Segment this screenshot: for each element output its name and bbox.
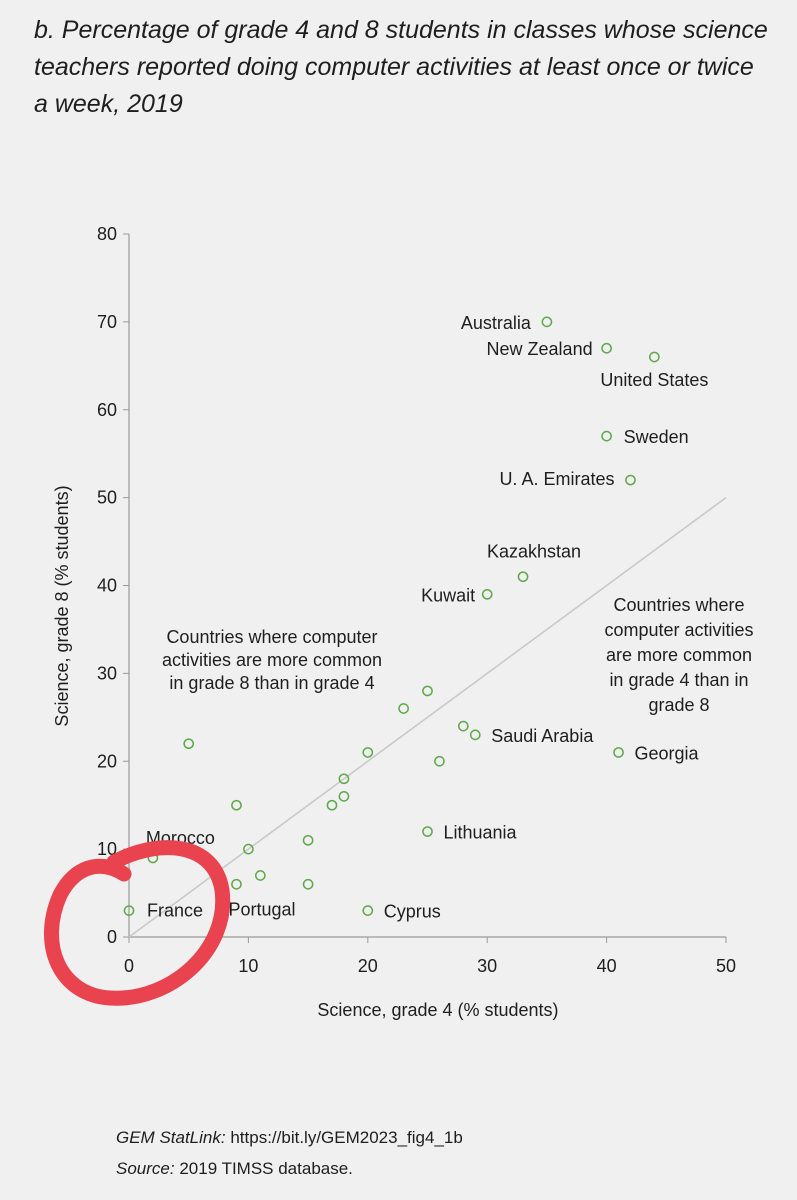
point-label: United States [600,370,708,390]
data-point [398,703,409,714]
reference-line [128,496,727,938]
x-tick-label: 10 [238,956,258,976]
annotation-line: in grade 4 than in [609,670,748,690]
y-axis-label: Science, grade 8 (% students) [52,485,72,726]
data-point [541,316,553,328]
data-point [422,826,433,837]
y-tick-label: 50 [97,488,117,508]
data-point [123,905,135,916]
annotation-line: in grade 8 than in grade 4 [169,673,374,693]
point-label: Kuwait [421,585,475,605]
point-label: Sweden [624,427,689,447]
y-tick-label: 60 [97,400,117,420]
data-point [601,430,612,442]
source-line: Source: 2019 TIMSS database. [116,1153,463,1184]
highlight-circle-group [44,840,231,1006]
data-point [649,351,660,363]
reference-line-group [128,496,727,938]
data-point [601,342,612,354]
point-label: U. A. Emirates [499,469,614,489]
annotation-line: grade 8 [648,695,709,715]
data-point [302,878,314,890]
point-label: Kazakhstan [487,542,581,562]
x-tick-label: 40 [597,956,617,976]
point-label: France [147,901,203,921]
data-point [362,905,374,916]
point-label: Australia [461,313,532,333]
highlight-circle [44,840,231,1006]
chart-title: b. Percentage of grade 4 and 8 students … [34,16,768,118]
annotation-upper-left-note: Countries where computer activities are m… [162,627,382,693]
y-tick-label: 20 [97,751,117,771]
y-tick-label: 10 [97,839,117,859]
source-label: Source: [116,1159,175,1178]
point-label: Cyprus [384,902,441,922]
annotations: Countries where computer activities are m… [162,595,754,715]
x-tick-label: 30 [477,956,497,976]
data-point [302,834,314,846]
scatter-chart: 0 10 20 30 40 50 0 10 20 30 40 50 60 70 80 Australia Ne… [44,224,754,1020]
data-point [231,799,242,811]
annotation-line: activities are more common [162,650,382,670]
data-points [123,316,660,916]
data-point [231,878,242,890]
point-label: Georgia [635,743,700,763]
data-point [457,720,469,732]
data-point [481,588,493,600]
footer: GEM StatLink: https://bit.ly/GEM2023_fig… [116,1122,463,1184]
data-point [517,571,529,583]
data-point [338,773,350,785]
annotation-line: computer activities [604,620,753,640]
annotation-line: Countries where [613,595,744,615]
data-point [243,843,254,855]
source-text: 2019 TIMSS database. [179,1159,353,1178]
point-labels: Australia New Zealand United States Sweden U… [146,313,709,922]
data-point [469,729,481,741]
x-axis-label: Science, grade 4 (% students) [317,1000,558,1020]
x-tick-label: 50 [716,956,736,976]
data-point [326,799,338,811]
statlink-line: GEM StatLink: https://bit.ly/GEM2023_fig… [116,1122,463,1153]
data-point [434,755,445,767]
axes: 0 10 20 30 40 50 0 10 20 30 40 50 60 70 80 [97,224,736,976]
y-tick-label: 40 [97,576,117,596]
data-point [422,685,433,697]
y-tick-label: 30 [97,663,117,683]
data-point [625,474,636,486]
x-tick-label: 20 [358,956,378,976]
data-point [362,747,374,758]
statlink-url[interactable]: https://bit.ly/GEM2023_fig4_1b [230,1128,463,1147]
annotation-line: are more common [606,645,752,665]
y-tick-label: 0 [107,927,117,947]
point-label: New Zealand [487,339,593,359]
y-tick-label: 80 [97,224,117,244]
point-label: Saudi Arabia [491,726,594,746]
y-tick-label: 70 [97,312,117,332]
data-point [613,747,624,758]
statlink-label: GEM StatLink: [116,1128,226,1147]
data-point [338,791,350,802]
annotation-lower-right-note: Countries where computer activities are mo… [604,595,753,715]
x-tick-label: 0 [124,956,134,976]
point-label: Portugal [228,899,295,919]
data-point [183,738,195,750]
data-point [254,870,266,881]
annotation-line: Countries where computer [166,627,377,647]
point-label: Lithuania [444,823,518,843]
